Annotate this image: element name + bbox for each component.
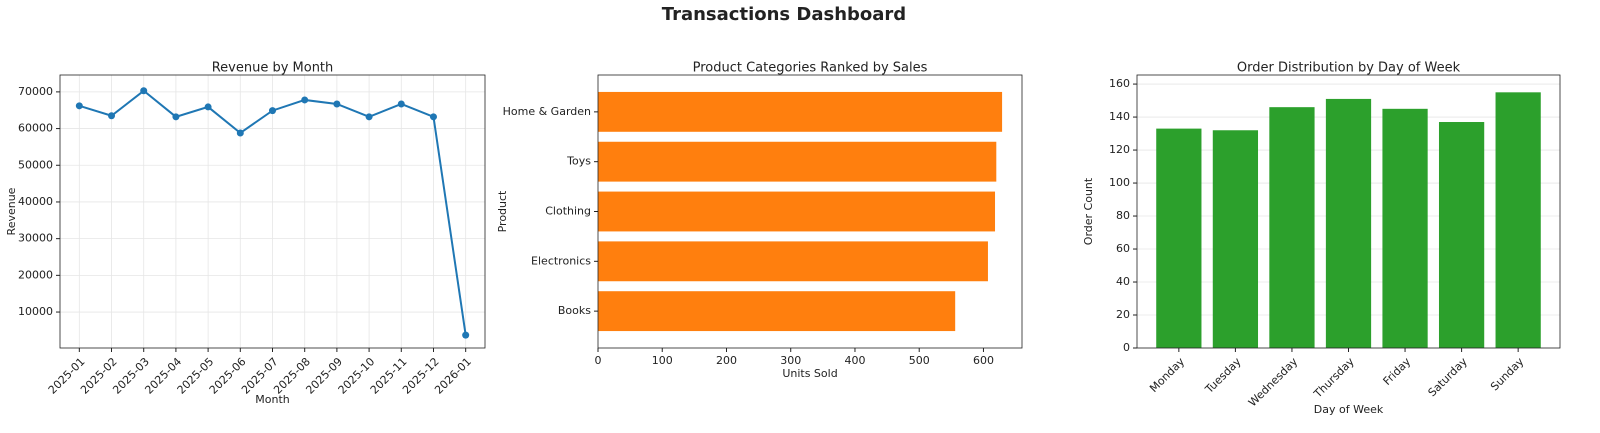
y-tick-label: 40 (1116, 275, 1130, 288)
x-tick-label: 300 (780, 354, 801, 367)
y-tick-label: Toys (566, 155, 591, 168)
x-tick-label: 100 (652, 354, 673, 367)
x-axis-label: Units Sold (782, 367, 837, 380)
bar (598, 241, 988, 282)
dashboard-title: Transactions Dashboard (662, 4, 906, 25)
point (204, 103, 212, 111)
y-tick-label: 100 (1109, 176, 1130, 189)
plot-frame (59, 74, 486, 349)
bar (1438, 122, 1485, 348)
point (462, 331, 470, 339)
chart-title: Product Categories Ranked by Sales (693, 61, 928, 76)
y-tick-label: 40000 (18, 195, 53, 208)
y-tick-label: 60000 (18, 122, 53, 135)
x-tick-label: 200 (716, 354, 737, 367)
point (365, 113, 373, 121)
point (333, 100, 341, 108)
bar (598, 91, 1003, 132)
y-tick-label: 80 (1116, 209, 1130, 222)
y-tick-label: Books (558, 304, 591, 317)
y-tick-label: Clothing (545, 205, 591, 218)
y-tick-label: 160 (1109, 77, 1130, 90)
plot-frame (597, 74, 1023, 349)
chart-title: Order Distribution by Day of Week (1237, 61, 1461, 76)
bar (598, 291, 956, 332)
bar (598, 191, 996, 232)
x-tick-label: 500 (909, 354, 930, 367)
bar (1382, 108, 1428, 349)
y-axis-label: Revenue (5, 187, 18, 235)
x-tick-label: Sunday (1488, 355, 1527, 394)
bar (1156, 128, 1202, 348)
x-tick-label: Saturday (1426, 355, 1471, 400)
point (397, 100, 405, 108)
y-tick-label: 20 (1116, 308, 1130, 321)
point (301, 96, 309, 104)
y-axis-label: Order Count (1082, 177, 1095, 245)
point (75, 102, 83, 110)
bar (1212, 130, 1259, 348)
x-tick-label: Monday (1147, 355, 1187, 395)
bar (1495, 92, 1541, 348)
y-tick-label: 120 (1109, 143, 1130, 156)
point (108, 112, 116, 120)
y-tick-label: 70000 (18, 85, 53, 98)
y-tick-label: 10000 (18, 305, 53, 318)
x-tick-label: 600 (973, 354, 994, 367)
y-axis-label: Product (496, 190, 509, 232)
x-axis-label: Month (255, 393, 290, 406)
y-tick-label: 140 (1109, 110, 1130, 123)
bar (598, 141, 997, 182)
x-tick-label: 400 (844, 354, 865, 367)
y-tick-label: 20000 (18, 268, 53, 281)
y-tick-label: 0 (1123, 341, 1130, 354)
point (140, 87, 148, 95)
bar (1325, 98, 1372, 348)
x-tick-label: Tuesday (1202, 355, 1244, 397)
plot-frame (1136, 74, 1561, 349)
point (429, 113, 437, 121)
point (269, 107, 276, 115)
x-tick-label: Friday (1381, 355, 1414, 388)
y-tick-label: 30000 (18, 232, 53, 245)
point (236, 129, 244, 137)
y-tick-label: 50000 (18, 158, 53, 171)
y-tick-label: 60 (1116, 242, 1130, 255)
y-tick-label: Home & Garden (503, 105, 591, 118)
x-axis-label: Day of Week (1314, 403, 1384, 416)
chart-title: Revenue by Month (212, 61, 334, 76)
x-tick-label: Thursday (1311, 355, 1357, 401)
point (172, 113, 180, 121)
y-tick-label: Electronics (531, 254, 591, 267)
x-tick-label: 0 (595, 354, 602, 367)
bar (1269, 107, 1315, 348)
x-tick-label: Wednesday (1246, 355, 1301, 410)
